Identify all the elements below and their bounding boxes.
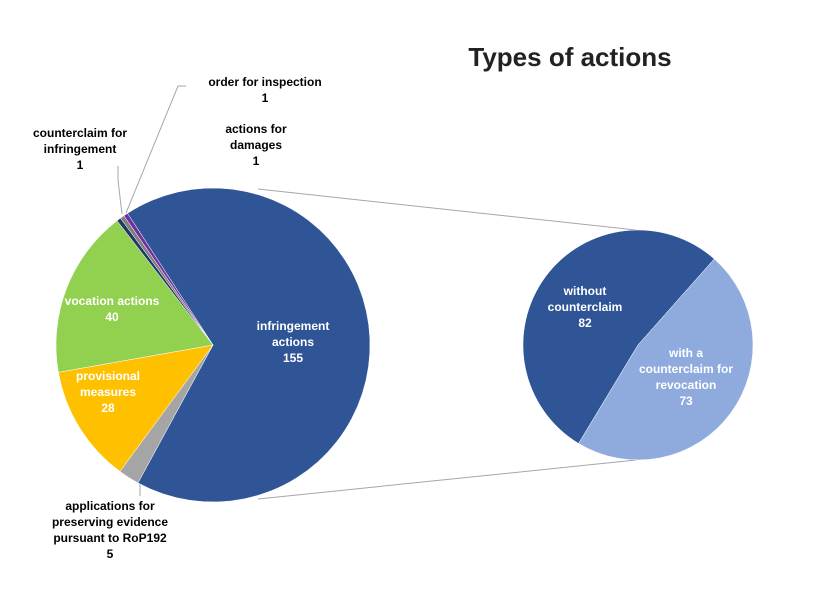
value-label: 73 xyxy=(679,394,693,408)
pie-slice xyxy=(123,212,214,346)
pie-slice xyxy=(522,229,715,444)
value-label: 155 xyxy=(282,351,304,365)
slice-label: with a counterclaim for revocation xyxy=(638,346,734,392)
slice-label: vocation actions xyxy=(64,294,160,308)
value-label: 82 xyxy=(578,316,592,330)
slice-label: counterclaim for infringement xyxy=(32,126,128,156)
leader-line xyxy=(125,85,186,214)
pie-slice xyxy=(578,258,754,461)
value-label: 40 xyxy=(105,310,119,324)
slice-label: without counterclaim xyxy=(547,284,623,314)
slice-label: applications for preserving evidence pur… xyxy=(51,499,169,545)
connector-line xyxy=(257,188,637,231)
slice-label: order for inspection xyxy=(208,75,322,89)
value-label: 1 xyxy=(261,91,269,105)
slice-label: actions for damages xyxy=(225,122,287,152)
value-label: 5 xyxy=(106,547,114,561)
value-label: 1 xyxy=(252,154,260,168)
value-label: 28 xyxy=(101,401,115,415)
chart-title: Types of actions xyxy=(468,42,672,72)
pie-slice xyxy=(58,344,214,472)
pie-slice xyxy=(127,187,371,503)
value-label: 1 xyxy=(76,158,84,172)
connector-line xyxy=(257,459,637,500)
pie-slice xyxy=(55,220,214,373)
slice-label: provisional measures xyxy=(75,369,140,399)
leader-line xyxy=(117,166,123,215)
connectors xyxy=(117,85,637,500)
slice-label: infringement actions xyxy=(256,319,330,349)
